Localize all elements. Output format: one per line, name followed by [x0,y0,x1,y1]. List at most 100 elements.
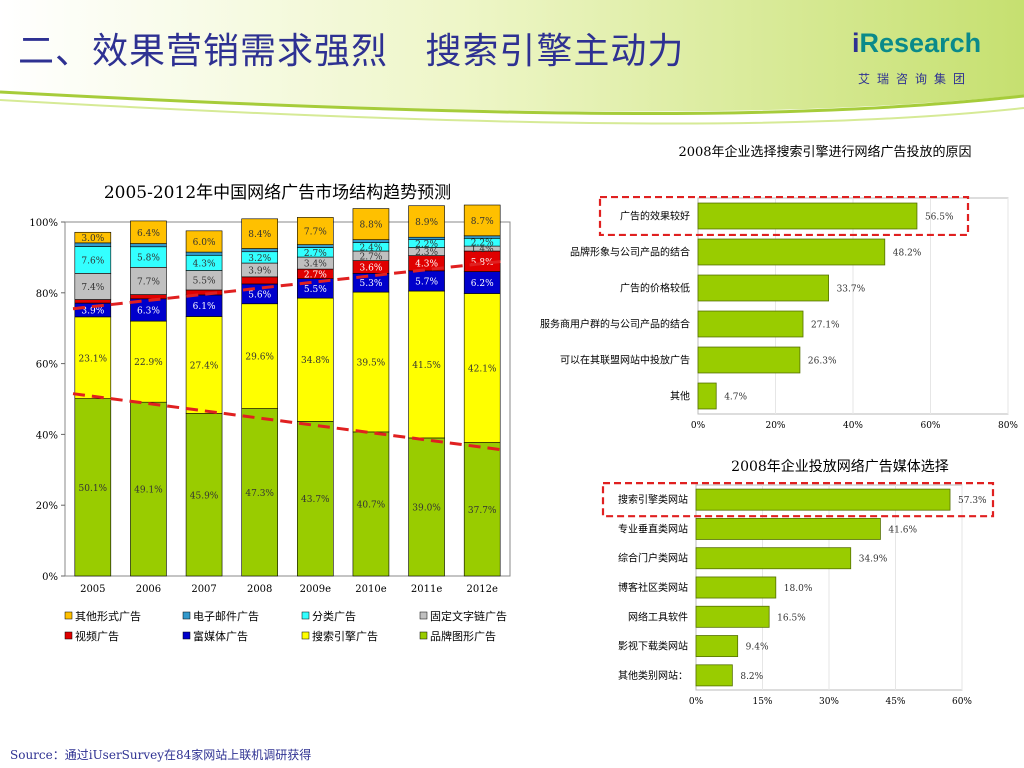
data-label: 3.0% [81,234,104,244]
trend-line [72,259,507,311]
category-label: 综合门户类网站 [618,552,688,565]
media-chart-title: 2008年企业投放网络广告媒体选择 [731,459,949,475]
data-label: 50.1% [79,484,108,494]
bar-segment [463,235,501,239]
bar-segment [408,437,445,577]
data-label: 29.6% [245,353,274,363]
header-banner [0,0,1024,125]
data-label: 34.8% [301,356,330,366]
x-tick-label: 60% [920,421,940,430]
data-label: 5.8% [471,258,494,268]
data-label: 41.5% [412,361,441,371]
data-label: 43.7% [301,495,330,505]
bar-segment [74,316,112,399]
x-tick-label: 0% [689,697,704,707]
iresearch-logo: iResearch 艾瑞咨询集团 [852,28,982,86]
bar-segment [130,220,167,244]
data-label: 5.8% [137,254,160,264]
category-label: 品牌形象与公司产品的结合 [570,246,690,259]
data-label: 3.9% [81,306,104,316]
category-label: 其他类别网站： [618,669,688,682]
data-label: 23.1% [79,354,108,364]
data-label: 4.3% [415,260,438,270]
hbar [697,346,801,374]
data-label: 7.6% [81,256,104,266]
bar-segment [408,236,445,241]
category-label: 服务商用户群的与公司产品的结合 [540,318,690,331]
bar-segment [74,398,112,577]
x-tick-label: 15% [752,697,772,707]
data-label: 3.2% [248,254,271,264]
bar-segment [352,208,390,241]
legend-label: 其他形式广告 [75,610,141,623]
data-label: 7.7% [137,277,160,287]
data-label: 6.0% [193,238,216,248]
bar-segment [74,231,112,244]
bar-segment [297,217,334,245]
data-label: 57.3% [958,496,987,506]
hbar [695,576,777,599]
data-label: 3.4% [304,260,327,270]
category-label: 影视下载类网站 [618,640,688,653]
hbar [695,488,951,511]
x-tick-label: 0% [691,421,706,430]
category-label: 广告的效果较好 [620,210,690,223]
bar-segment [463,442,501,577]
x-tick-label: 2005 [80,584,105,595]
bar-segment [74,246,112,274]
data-label: 39.0% [412,503,441,513]
data-label: 27.4% [190,362,219,372]
bar-segment [463,293,501,443]
x-tick-label: 2012e [467,584,498,595]
x-tick-label: 2006 [136,584,161,595]
data-label: 7.7% [304,228,327,238]
data-label: 5.5% [193,277,216,287]
data-label: 2.7% [304,249,327,259]
bar-segment [352,431,390,577]
data-label: 6.2% [471,279,494,289]
data-label: 37.7% [468,506,497,516]
legend-swatch [419,611,428,620]
stacked-chart-title: 2005-2012年中国网络广告市场结构趋势预测 [103,183,452,203]
data-label: 48.2% [893,249,922,259]
bar-segment [352,291,390,433]
media-bar-chart: 0% 15% 30% 45% 60% 57.3% 搜索引擎类网站 41.6% 专业垂直类网站 34… [601,482,995,707]
bar-segment [241,303,278,409]
data-label: 7.4% [81,283,104,293]
data-label: 2.7% [360,252,383,262]
data-label: 2.2% [415,240,438,250]
legend-label: 品牌图形广告 [430,629,496,643]
data-label: 47.3% [245,489,274,499]
hbar [697,382,717,410]
bar-segment [241,408,278,577]
data-label: 2.4% [360,243,383,253]
legend-label: 分类广告 [312,609,356,623]
data-label: 16.5% [777,613,806,623]
x-tick-label: 2010e [355,584,386,595]
x-tick-label: 2009e [300,584,331,595]
legend-label: 电子邮件广告 [193,610,259,623]
x-tick-label: 20% [765,421,785,430]
bar-segment [185,413,223,577]
data-label: 45.9% [190,491,219,501]
data-label: 4.7% [724,393,747,403]
legend-swatch [64,611,73,620]
data-label: 49.1% [134,486,163,496]
x-tick-label: 30% [819,697,839,707]
hbar [697,202,918,230]
hbar [695,635,739,658]
x-tick-label: 40% [843,421,863,430]
category-label: 可以在其联盟网站中投放广告 [560,354,690,367]
bar-segment [185,251,223,256]
bar-segment [130,320,167,403]
bar-segment [74,273,112,300]
data-label: 8.9% [415,218,438,228]
bar-segment [297,244,334,248]
data-label: 5.5% [304,285,327,295]
legend-swatch [64,631,73,640]
data-label: 4.3% [193,259,216,269]
slide-title: 二、效果营销需求强烈 搜索引擎主动力 [18,31,685,72]
data-label: 18.0% [784,584,813,594]
legend-label: 富媒体广告 [193,629,248,643]
x-tick-label: 2008 [247,584,272,595]
